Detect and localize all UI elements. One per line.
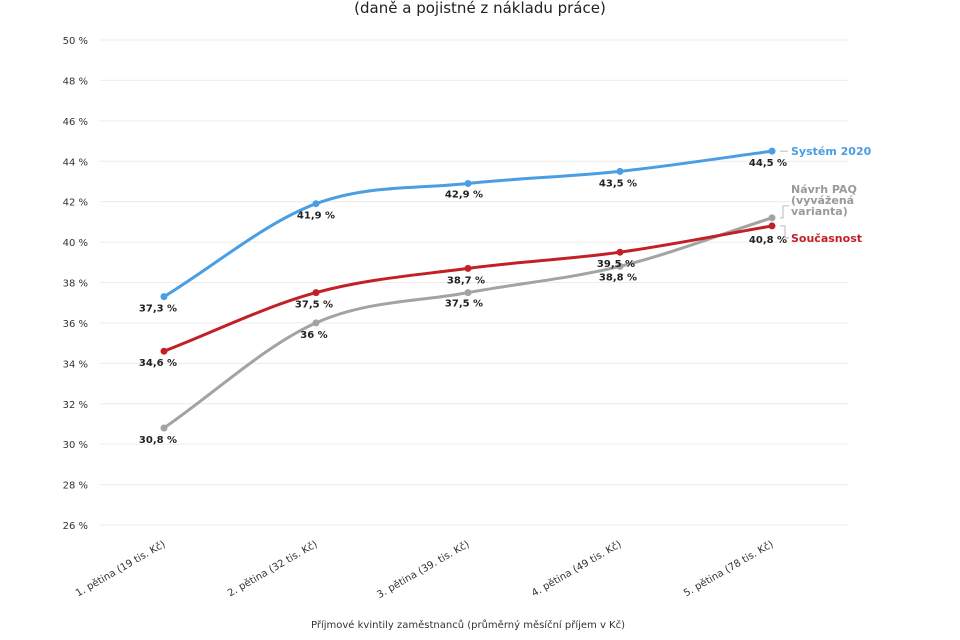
data-label-soucasnost: 37,5 % — [295, 300, 333, 311]
data-label-navrh-paq: 30,8 % — [139, 435, 177, 446]
y-tick-label: 50 % — [63, 36, 88, 47]
data-point-system-2020 — [616, 167, 624, 175]
x-axis-title: Příjmové kvintily zaměstnanců (průměrný … — [311, 619, 625, 631]
series-label-system-2020: Systém 2020 — [791, 145, 872, 158]
data-point-navrh-paq — [312, 319, 320, 327]
y-tick-label: 40 % — [63, 238, 88, 249]
series-labels: Systém 2020 Současnost Návrh PAQ (vyvážená v… — [780, 145, 872, 245]
data-point-soucasnost — [312, 289, 320, 297]
data-point-system-2020 — [160, 293, 168, 301]
series-points — [160, 147, 776, 432]
data-label-navrh-paq: 37,5 % — [445, 299, 483, 310]
x-tick-label: 2. pětina (32 tis. Kč) — [226, 538, 320, 599]
data-point-soucasnost — [160, 347, 168, 355]
data-label-system-2020: 44,5 % — [749, 158, 787, 169]
data-label-navrh-paq: 38,8 % — [599, 272, 637, 283]
label-connector — [780, 205, 789, 219]
x-tick-label: 4. pětina (49 tis. Kč) — [530, 538, 624, 599]
gridlines — [100, 39, 848, 526]
data-point-soucasnost — [616, 248, 624, 256]
data-label-system-2020: 37,3 % — [139, 304, 177, 315]
y-tick-label: 46 % — [63, 117, 88, 128]
x-tick-label: 1. pětina (19 tis. Kč) — [74, 538, 168, 599]
y-tick-label: 30 % — [63, 440, 88, 451]
data-point-navrh-paq — [160, 424, 168, 432]
data-point-navrh-paq — [768, 214, 776, 222]
data-point-soucasnost — [464, 264, 472, 272]
label-connector — [780, 225, 789, 239]
data-label-soucasnost: 39,5 % — [597, 259, 635, 270]
data-point-soucasnost — [768, 222, 776, 230]
x-tick-label: 5. pětina (78 tis. Kč) — [682, 538, 776, 599]
chart-subtitle: (daně a pojistné z nákladu práce) — [354, 0, 606, 17]
y-tick-label: 32 % — [63, 400, 88, 411]
y-axis-ticks: 26 % 28 % 30 % 32 % 34 % 36 % 38 % 40 % 42 % 44 %… — [63, 36, 88, 532]
data-point-system-2020 — [312, 200, 320, 208]
y-tick-label: 42 % — [63, 198, 88, 209]
y-tick-label: 28 % — [63, 481, 88, 492]
data-label-navrh-paq: 36 % — [300, 330, 327, 341]
data-label-system-2020: 43,5 % — [599, 178, 637, 189]
data-label-system-2020: 42,9 % — [445, 189, 483, 200]
series-label-soucasnost: Současnost — [791, 232, 862, 245]
data-point-navrh-paq — [616, 262, 624, 270]
data-labels: 30,8 % 36 % 37,5 % 38,8 % 34,6 % 37,5 % 38,7 %… — [139, 158, 787, 446]
series-line-soucasnost — [162, 224, 774, 353]
y-tick-label: 44 % — [63, 157, 88, 168]
y-tick-label: 38 % — [63, 279, 88, 290]
data-point-navrh-paq — [464, 289, 472, 297]
x-axis-ticks: 1. pětina (19 tis. Kč) 2. pětina (32 tis.… — [74, 538, 776, 601]
data-label-system-2020: 41,9 % — [297, 211, 335, 222]
y-tick-label: 48 % — [63, 76, 88, 87]
series-label-navrh-paq: Návrh PAQ (vyvážená varianta) — [791, 183, 857, 218]
x-tick-label: 3. pětina (39. tis. Kč) — [375, 538, 472, 601]
y-tick-label: 36 % — [63, 319, 88, 330]
y-tick-label: 26 % — [63, 521, 88, 532]
data-point-system-2020 — [768, 147, 776, 155]
y-tick-label: 34 % — [63, 359, 88, 370]
data-label-soucasnost: 40,8 % — [749, 235, 787, 246]
data-label-soucasnost: 38,7 % — [447, 275, 485, 286]
data-label-soucasnost: 34,6 % — [139, 358, 177, 369]
data-point-system-2020 — [464, 179, 472, 187]
